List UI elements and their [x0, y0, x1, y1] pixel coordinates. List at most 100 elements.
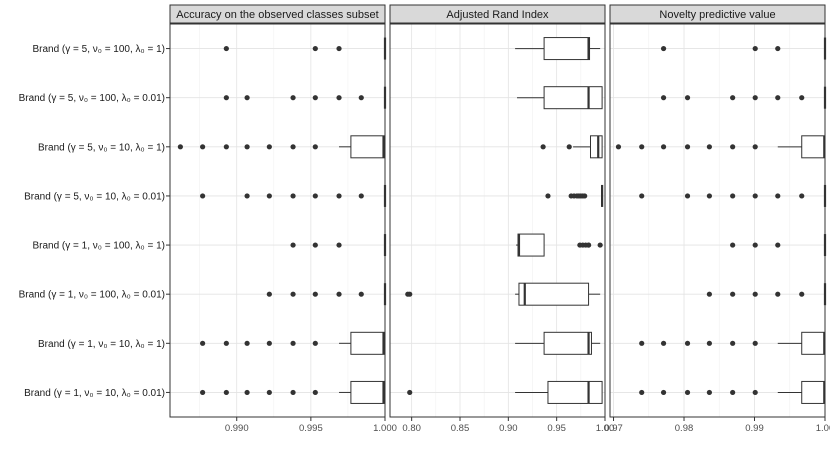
outlier-point: [775, 95, 781, 101]
outlier-point: [752, 242, 758, 248]
outlier-point: [244, 193, 250, 199]
box: [801, 331, 826, 355]
outlier-point: [639, 389, 645, 396]
outlier-point: [266, 193, 272, 199]
outlier-point: [752, 95, 758, 101]
outlier-point: [730, 291, 736, 297]
outlier-point: [290, 291, 296, 297]
outlier-point: [706, 193, 712, 199]
row-label: Brand (γ = 1, ν₀ = 100, λ₀ = 0.01): [19, 290, 165, 301]
outlier-point: [660, 95, 667, 101]
panel-strip: [609, 4, 826, 24]
box: [589, 135, 603, 159]
outlier-point: [336, 45, 342, 52]
box: [350, 135, 386, 159]
outlier-point: [706, 340, 712, 346]
outlier-point: [660, 340, 667, 346]
outlier-point: [684, 144, 691, 150]
outlier-point: [312, 291, 318, 297]
x-tick-label: 1.00: [596, 423, 615, 434]
outlier-point: [752, 193, 758, 199]
panel-title: Novelty predictive value: [659, 9, 775, 21]
outlier-point: [244, 95, 250, 101]
x-tick-label: 0.98: [675, 423, 694, 434]
row-label: Brand (γ = 5, ν₀ = 100, λ₀ = 0.01): [19, 93, 165, 104]
outlier-point: [336, 242, 342, 248]
outlier-point: [312, 389, 318, 396]
x-tick-label: 0.80: [402, 423, 421, 434]
boxplot-row-4: [545, 184, 604, 207]
outlier-point: [775, 193, 781, 199]
outlier-point: [312, 242, 318, 248]
x-tick-label: 1.000: [373, 423, 397, 434]
box: [350, 331, 386, 355]
x-tick-label: 0.97: [604, 423, 623, 434]
outlier-point: [244, 340, 250, 346]
box: [350, 380, 386, 404]
outlier-point: [312, 193, 318, 199]
outlier-point: [799, 193, 805, 199]
outlier-point: [407, 291, 413, 297]
panel-border: [169, 23, 386, 418]
row-label: Brand (γ = 1, ν₀ = 100, λ₀ = 1): [32, 241, 165, 252]
x-tick-label: 0.99: [745, 423, 764, 434]
box: [547, 380, 603, 404]
outlier-point: [752, 389, 758, 396]
outlier-point: [244, 389, 250, 396]
outlier-point: [582, 193, 588, 199]
outlier-point: [684, 193, 691, 199]
box: [801, 380, 826, 404]
outlier-point: [223, 144, 229, 150]
boxplot-row-1: [515, 37, 601, 61]
outlier-point: [266, 144, 272, 150]
outlier-point: [775, 242, 781, 248]
panel-1: Accuracy on the observed classes subset 0…: [169, 4, 397, 434]
outlier-point: [266, 389, 272, 396]
box: [517, 233, 545, 257]
outlier-point: [312, 144, 318, 150]
outlier-point: [336, 291, 342, 297]
row-label: Brand (γ = 5, ν₀ = 10, λ₀ = 1): [38, 142, 165, 153]
x-tick-label: 0.990: [225, 423, 249, 434]
outlier-point: [639, 144, 645, 150]
boxplot-row-5: [516, 233, 603, 257]
panel-strip: [389, 4, 606, 24]
outlier-point: [684, 95, 691, 101]
outlier-point: [358, 291, 364, 297]
x-tick-label: 1.00: [816, 423, 830, 434]
panel-3: Novelty predictive value 0.97 0.98 0.99 1.00: [604, 4, 830, 434]
outlier-point: [730, 389, 736, 396]
panel-title: Adjusted Rand Index: [446, 9, 549, 21]
outlier-point: [545, 193, 551, 199]
outlier-point: [660, 389, 667, 396]
boxplot-row-6: [405, 282, 601, 306]
panel-border: [389, 23, 606, 418]
outlier-point: [752, 144, 758, 150]
outlier-point: [223, 389, 229, 396]
outlier-point: [407, 389, 413, 396]
outlier-point: [752, 291, 758, 297]
boxplot-row-8: [639, 380, 826, 404]
outlier-point: [706, 144, 712, 150]
outlier-point: [639, 193, 645, 199]
panel-background: [610, 24, 825, 417]
outlier-point: [312, 95, 318, 101]
outlier-point: [200, 340, 206, 346]
outlier-point: [730, 95, 736, 101]
outlier-point: [266, 291, 272, 297]
outlier-point: [290, 144, 296, 150]
outlier-point: [752, 340, 758, 346]
panel-background: [170, 24, 385, 417]
outlier-point: [730, 144, 736, 150]
box: [543, 37, 591, 61]
outlier-point: [290, 340, 296, 346]
outlier-point: [358, 95, 364, 101]
outlier-point: [312, 340, 318, 346]
row-label: Brand (γ = 5, ν₀ = 100, λ₀ = 1): [32, 44, 165, 55]
boxplot-row-8: [407, 380, 603, 404]
outlier-point: [730, 340, 736, 346]
boxplot-row-7: [639, 331, 826, 355]
boxplot-row-3: [615, 135, 826, 159]
outlier-point: [684, 389, 691, 396]
